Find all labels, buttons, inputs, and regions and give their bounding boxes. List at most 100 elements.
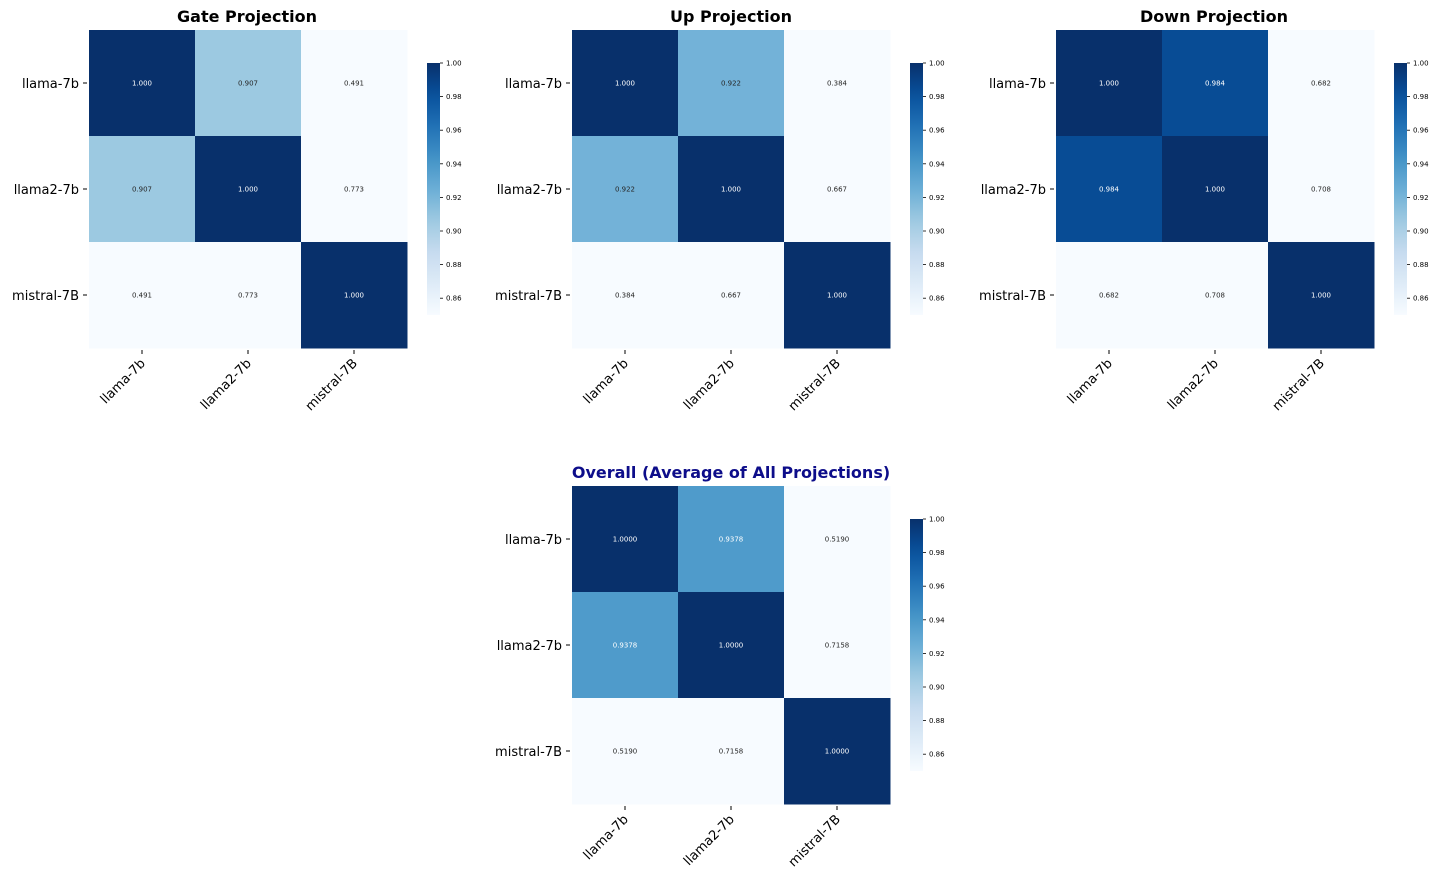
heatmap-cell bbox=[678, 242, 785, 349]
colorbar-tick-label: 0.96 bbox=[929, 583, 945, 591]
colorbar-tick-label: 1.00 bbox=[929, 60, 945, 68]
colorbar-tick-label: 0.90 bbox=[929, 228, 945, 236]
x-tick-label: mistral-7B bbox=[786, 812, 844, 870]
colorbar-tick-label: 0.92 bbox=[1413, 194, 1429, 202]
colorbar-tick-label: 0.88 bbox=[1413, 261, 1429, 269]
heatmap-cell bbox=[572, 30, 679, 137]
colorbar-tick-label: 0.88 bbox=[446, 261, 462, 269]
heatmap-cell bbox=[195, 30, 302, 137]
heatmap-cell bbox=[89, 136, 196, 243]
colorbar-tick-label: 0.88 bbox=[929, 261, 945, 269]
cell-value-label: 0.7158 bbox=[825, 642, 850, 650]
x-tick-label: mistral-7B bbox=[303, 356, 361, 414]
heatmap-cell bbox=[784, 30, 891, 137]
colorbar bbox=[427, 63, 440, 315]
heatmap-cell bbox=[678, 136, 785, 243]
x-tick-label: llama2-7b bbox=[1165, 356, 1222, 413]
colorbar-tick-label: 0.94 bbox=[929, 160, 945, 168]
cell-value-label: 0.491 bbox=[344, 80, 364, 88]
x-tick-label: mistral-7B bbox=[786, 356, 844, 414]
colorbar-tick-label: 0.98 bbox=[929, 549, 945, 557]
colorbar-tick-label: 0.90 bbox=[1413, 228, 1429, 236]
colorbar-tick-label: 1.00 bbox=[929, 516, 945, 524]
heatmap-cell bbox=[1056, 136, 1163, 243]
colorbar-tick-label: 0.94 bbox=[929, 616, 945, 624]
cell-value-label: 0.384 bbox=[615, 292, 636, 300]
heatmap-cell bbox=[678, 698, 785, 805]
colorbar-tick-label: 0.92 bbox=[446, 194, 462, 202]
x-tick-label: llama-7b bbox=[98, 356, 149, 407]
x-tick-label: llama2-7b bbox=[198, 356, 255, 413]
cell-value-label: 1.0000 bbox=[825, 748, 850, 756]
chart-title: Down Projection bbox=[1140, 7, 1288, 26]
y-tick-label: mistral-7B bbox=[495, 745, 562, 760]
heatmap-cell bbox=[301, 136, 408, 243]
chart-title: Gate Projection bbox=[177, 7, 317, 26]
cell-value-label: 0.984 bbox=[1205, 80, 1226, 88]
cell-value-label: 1.000 bbox=[238, 186, 258, 194]
heatmap-cell bbox=[784, 592, 891, 699]
x-tick-label: llama2-7b bbox=[681, 356, 738, 413]
colorbar-tick-label: 0.88 bbox=[929, 717, 945, 725]
cell-value-label: 0.922 bbox=[615, 186, 635, 194]
heatmap-cell bbox=[89, 30, 196, 137]
cell-value-label: 0.682 bbox=[1099, 292, 1119, 300]
x-tick-label: llama-7b bbox=[1065, 356, 1116, 407]
colorbar-tick-label: 0.92 bbox=[929, 194, 945, 202]
cell-value-label: 0.984 bbox=[1099, 186, 1120, 194]
cell-value-label: 1.000 bbox=[615, 80, 635, 88]
colorbar-tick-label: 0.96 bbox=[929, 127, 945, 135]
cell-value-label: 1.0000 bbox=[613, 536, 638, 544]
heatmap-cell bbox=[1162, 136, 1269, 243]
chart-title: Overall (Average of All Projections) bbox=[572, 463, 890, 482]
colorbar-tick-label: 0.90 bbox=[929, 684, 945, 692]
colorbar-tick-label: 0.98 bbox=[446, 93, 462, 101]
colorbar-tick-label: 0.96 bbox=[1413, 127, 1429, 135]
heatmap-cell bbox=[572, 698, 679, 805]
cell-value-label: 0.5190 bbox=[613, 748, 638, 756]
cell-value-label: 0.708 bbox=[1311, 186, 1331, 194]
heatmap-cell bbox=[1268, 136, 1375, 243]
cell-value-label: 0.9378 bbox=[719, 536, 744, 544]
cell-value-label: 0.682 bbox=[1311, 80, 1331, 88]
colorbar-tick-label: 0.98 bbox=[1413, 93, 1429, 101]
cell-value-label: 1.000 bbox=[827, 292, 847, 300]
colorbar-tick-label: 0.86 bbox=[446, 295, 462, 303]
heatmap-cell bbox=[1162, 242, 1269, 349]
heatmap-cell bbox=[572, 242, 679, 349]
y-tick-label: mistral-7B bbox=[979, 289, 1046, 304]
heatmap-cell bbox=[1268, 242, 1375, 349]
colorbar bbox=[910, 519, 923, 771]
colorbar-tick-label: 0.94 bbox=[1413, 160, 1429, 168]
x-tick-label: llama-7b bbox=[581, 356, 632, 407]
heatmap-cell bbox=[195, 242, 302, 349]
cell-value-label: 0.773 bbox=[344, 186, 364, 194]
x-tick-label: mistral-7B bbox=[1270, 356, 1328, 414]
cell-value-label: 1.000 bbox=[1099, 80, 1119, 88]
cell-value-label: 0.773 bbox=[238, 292, 258, 300]
x-tick-label: llama2-7b bbox=[681, 812, 738, 869]
heatmap-cell bbox=[1056, 242, 1163, 349]
heatmap-panel-2: Up Projection 1.000 0.922 0.384 0.922 1.000 0.… bbox=[495, 7, 945, 414]
cell-value-label: 0.7158 bbox=[719, 748, 744, 756]
cell-value-label: 0.384 bbox=[827, 80, 848, 88]
colorbar-tick-label: 1.00 bbox=[1413, 60, 1429, 68]
colorbar-tick-label: 0.98 bbox=[929, 93, 945, 101]
cell-value-label: 1.0000 bbox=[719, 642, 744, 650]
heatmap-cell bbox=[301, 30, 408, 137]
heatmap-cell bbox=[1162, 30, 1269, 137]
cell-value-label: 1.000 bbox=[1205, 186, 1225, 194]
cell-value-label: 0.5190 bbox=[825, 536, 850, 544]
cell-value-label: 0.667 bbox=[827, 186, 847, 194]
colorbar-tick-label: 1.00 bbox=[446, 60, 462, 68]
colorbar-tick-label: 0.94 bbox=[446, 160, 462, 168]
heatmap-cell bbox=[1056, 30, 1163, 137]
cell-value-label: 0.907 bbox=[238, 80, 258, 88]
colorbar-tick-label: 0.86 bbox=[929, 295, 945, 303]
cell-value-label: 0.491 bbox=[132, 292, 152, 300]
heatmap-cell bbox=[572, 592, 679, 699]
y-tick-label: llama2-7b bbox=[981, 183, 1046, 198]
y-tick-label: llama-7b bbox=[505, 533, 562, 548]
